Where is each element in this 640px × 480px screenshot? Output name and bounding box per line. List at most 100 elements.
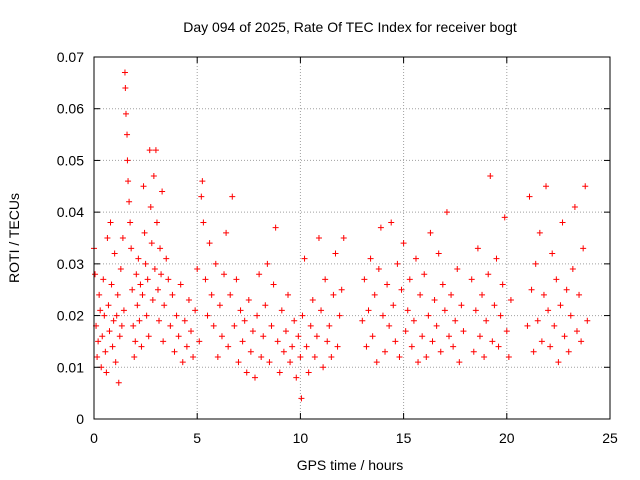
- data-point: [126, 198, 133, 205]
- data-point: [159, 188, 166, 195]
- data-point: [225, 343, 232, 350]
- data-point: [156, 317, 163, 324]
- data-point: [363, 343, 370, 350]
- data-point: [210, 322, 217, 329]
- data-point: [146, 147, 153, 154]
- data-point: [373, 359, 380, 366]
- data-point: [561, 333, 568, 340]
- data-point: [472, 307, 479, 314]
- data-point: [446, 333, 453, 340]
- data-point: [338, 286, 345, 293]
- data-point: [298, 395, 305, 402]
- data-point: [125, 178, 132, 185]
- chart-title: Day 094 of 2025, Rate Of TEC Index for r…: [183, 19, 517, 35]
- data-point: [565, 348, 572, 355]
- data-point: [158, 271, 165, 278]
- data-point: [545, 307, 552, 314]
- data-point: [320, 364, 327, 371]
- data-point: [177, 281, 184, 288]
- data-point: [322, 276, 329, 283]
- data-point: [505, 353, 512, 360]
- data-point: [390, 302, 397, 309]
- data-point: [233, 276, 240, 283]
- data-point: [124, 131, 131, 138]
- data-point: [495, 343, 502, 350]
- data-point: [95, 338, 102, 345]
- data-point: [120, 307, 127, 314]
- data-point: [167, 322, 174, 329]
- data-point: [301, 255, 308, 262]
- data-point: [452, 317, 459, 324]
- data-point: [145, 333, 152, 340]
- data-point: [439, 281, 446, 288]
- data-point: [247, 348, 254, 355]
- data-point: [551, 322, 558, 329]
- data-point: [231, 322, 238, 329]
- data-point: [534, 317, 541, 324]
- data-point: [245, 297, 252, 304]
- data-point: [584, 317, 591, 324]
- data-point: [497, 312, 504, 319]
- data-point: [326, 322, 333, 329]
- data-point: [507, 297, 514, 304]
- data-point: [223, 229, 230, 236]
- axis-ticks: [93, 56, 611, 420]
- data-point: [470, 348, 477, 355]
- y-tick-labels: 0 0.01 0.02 0.03 0.04 0.05 0.06 0.07: [57, 49, 84, 427]
- data-point: [192, 307, 199, 314]
- x-tick-label: 5: [193, 430, 201, 446]
- data-point: [138, 343, 145, 350]
- data-point: [415, 359, 422, 366]
- data-point: [421, 271, 428, 278]
- data-point: [576, 291, 583, 298]
- data-point: [154, 286, 161, 293]
- data-point: [501, 214, 508, 221]
- data-point: [119, 235, 126, 241]
- data-point: [254, 312, 261, 319]
- x-tick-label: 25: [602, 430, 618, 446]
- data-point: [216, 302, 223, 309]
- data-point: [179, 359, 186, 366]
- data-point: [485, 271, 492, 278]
- data-point: [408, 343, 415, 350]
- data-point: [433, 322, 440, 329]
- data-point: [499, 281, 506, 288]
- data-point: [330, 291, 337, 298]
- data-point: [169, 291, 176, 298]
- data-point: [309, 297, 316, 304]
- data-point: [132, 338, 139, 345]
- x-tick-labels: 0 5 10 15 20 25: [90, 430, 618, 446]
- data-point: [268, 322, 275, 329]
- data-point: [384, 281, 391, 288]
- data-point: [336, 312, 343, 319]
- data-point: [99, 333, 106, 340]
- x-tick-label: 0: [90, 430, 98, 446]
- data-point: [241, 317, 248, 324]
- data-point: [547, 343, 554, 350]
- data-point: [479, 291, 486, 298]
- data-point: [458, 302, 465, 309]
- data-point: [549, 250, 556, 257]
- data-point: [526, 193, 533, 200]
- data-point: [127, 219, 134, 226]
- data-point: [369, 333, 376, 340]
- data-point: [200, 219, 207, 226]
- data-point: [543, 183, 550, 190]
- data-point: [144, 276, 151, 283]
- data-point: [555, 359, 562, 366]
- data-point: [491, 302, 498, 309]
- data-point: [412, 255, 419, 262]
- data-point: [450, 343, 457, 350]
- data-point: [530, 348, 537, 355]
- data-point: [181, 317, 188, 324]
- y-tick-label: 0.06: [57, 101, 84, 117]
- data-point: [291, 317, 298, 324]
- data-point: [303, 343, 310, 350]
- data-point: [243, 369, 250, 376]
- data-point: [103, 369, 110, 376]
- data-point: [377, 224, 384, 231]
- data-point: [100, 276, 107, 283]
- data-point: [190, 353, 197, 360]
